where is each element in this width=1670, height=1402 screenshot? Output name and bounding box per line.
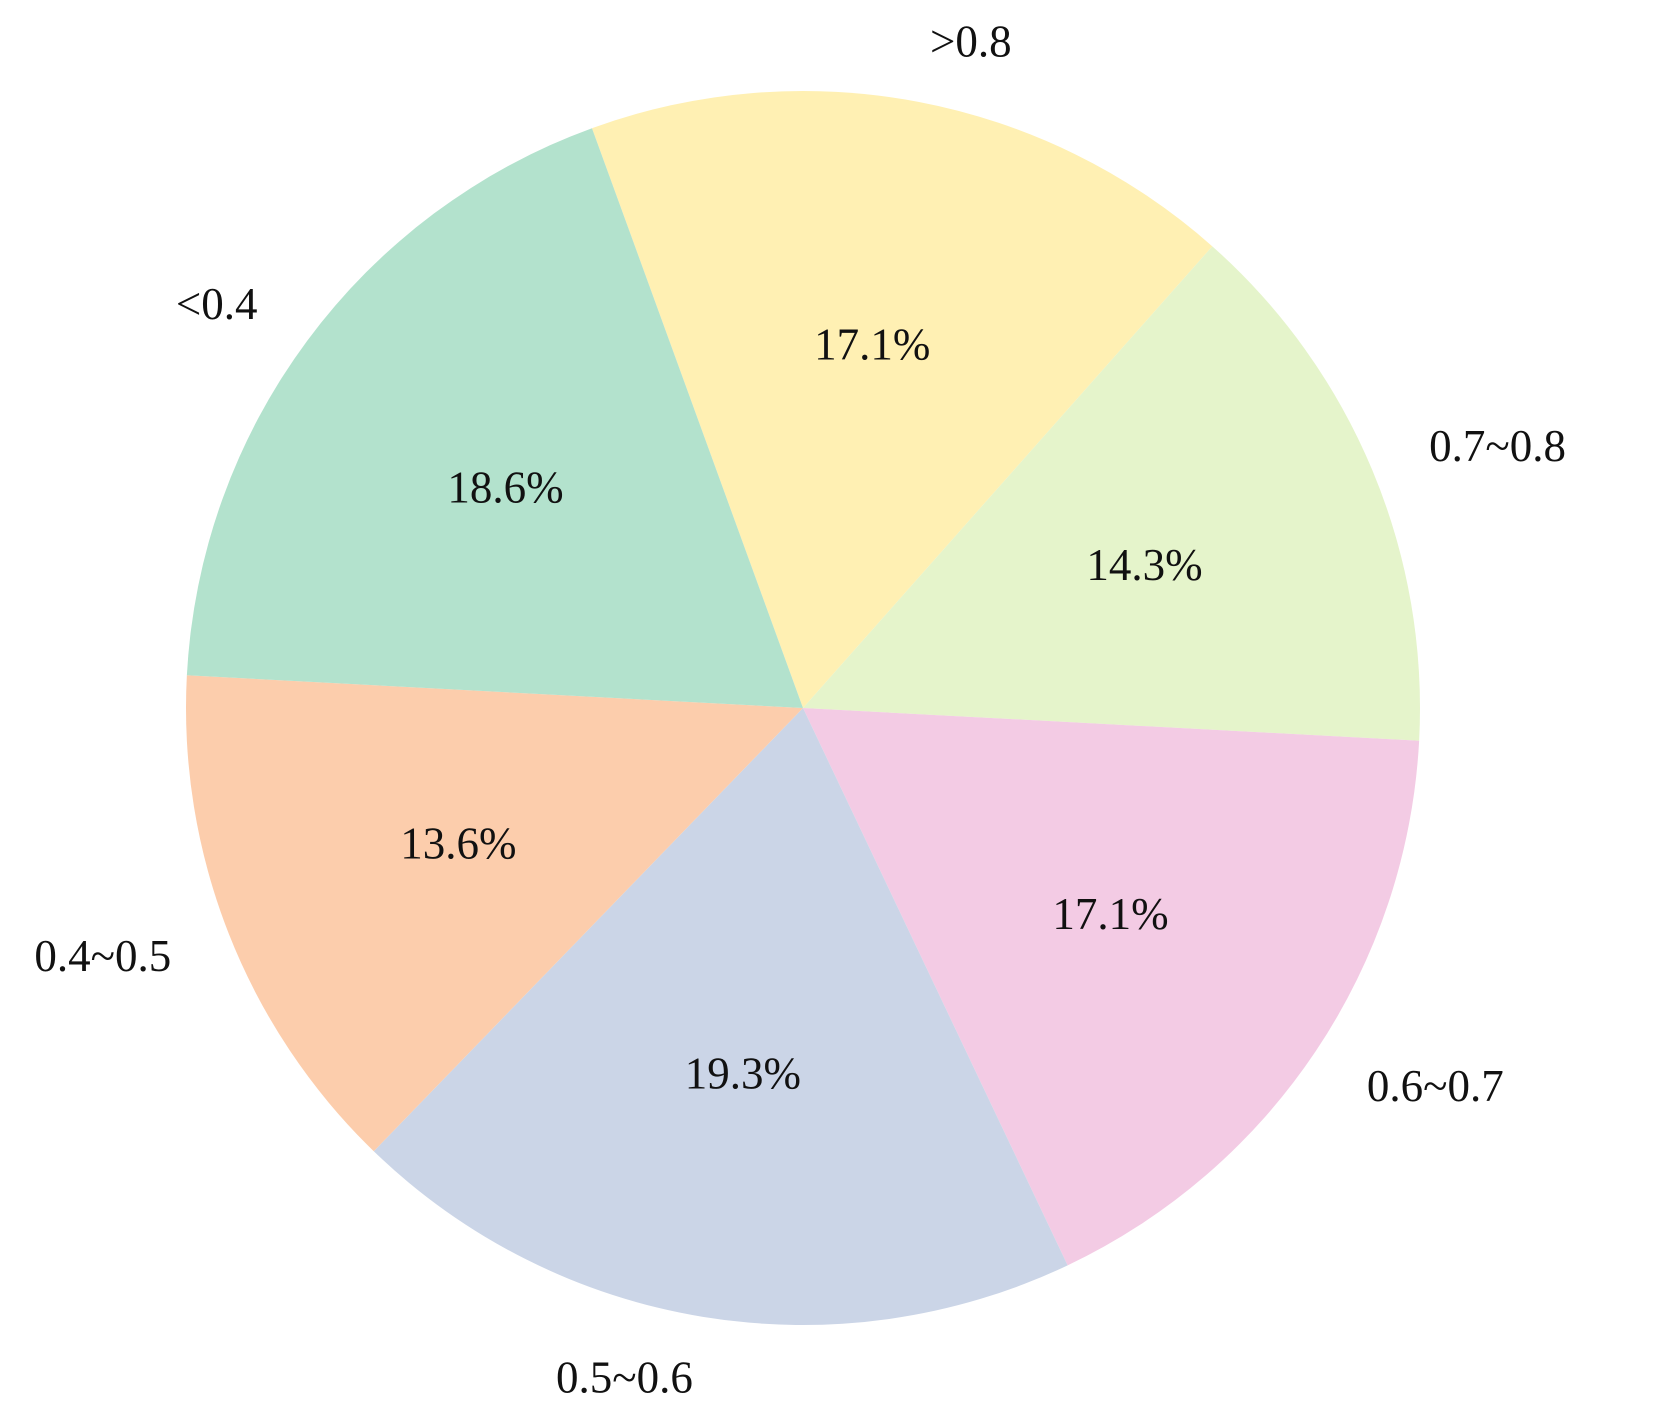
slice-percent-label: 14.3% [1086, 540, 1202, 590]
slice-category-label: 0.6~0.7 [1367, 1061, 1504, 1111]
slice-category-label: 0.5~0.6 [556, 1353, 693, 1402]
slice-category-label: 0.7~0.8 [1429, 421, 1566, 471]
pie-slice [803, 246, 1420, 741]
pie-slice [185, 675, 803, 1152]
pie-slice [591, 91, 1213, 708]
slice-percent-label: 17.1% [1052, 889, 1168, 939]
slice-percent-label: 19.3% [685, 1048, 801, 1098]
slice-percent-label: 18.6% [447, 463, 563, 513]
pie-slice [373, 708, 1068, 1325]
pie-slice [803, 708, 1420, 1266]
slice-category-label: <0.4 [176, 279, 258, 329]
slice-category-label: >0.8 [930, 16, 1012, 66]
slice-category-label: 0.4~0.5 [34, 931, 171, 981]
slice-percent-label: 13.6% [400, 818, 516, 868]
slice-percent-label: 17.1% [814, 319, 930, 369]
pie-slice [186, 128, 803, 708]
